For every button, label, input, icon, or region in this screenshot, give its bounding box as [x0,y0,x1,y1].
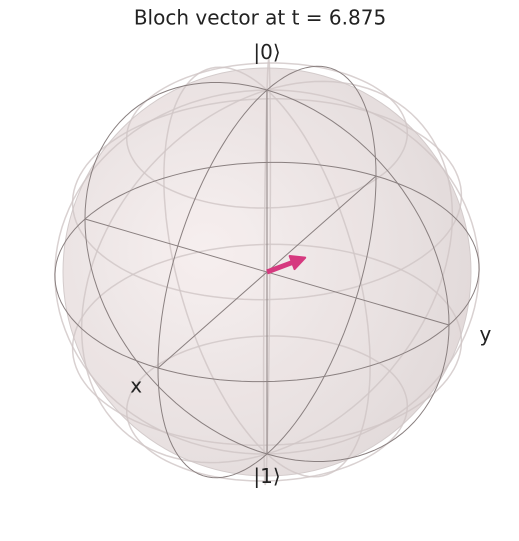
axis-label: |1⟩ [253,464,280,488]
axis-label: y [479,322,491,346]
chart-title: Bloch vector at t = 6.875 [134,6,386,30]
vector-head [288,255,307,271]
bloch-vector [266,255,307,275]
axis-label: |0⟩ [253,40,280,64]
vector-shaft [266,260,293,275]
axis-label: x [130,374,142,398]
